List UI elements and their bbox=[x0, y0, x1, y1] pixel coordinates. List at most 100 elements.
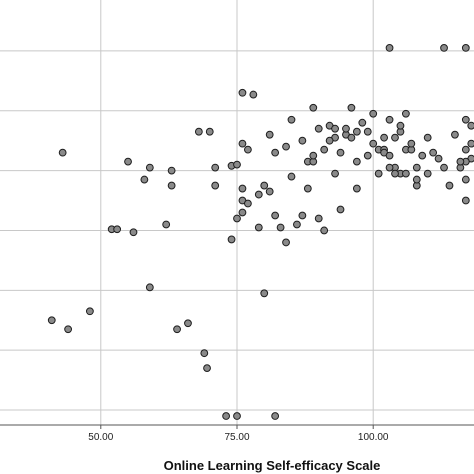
data-point-66 bbox=[331, 169, 339, 178]
data-point-49 bbox=[282, 238, 290, 247]
data-point-107 bbox=[467, 121, 474, 130]
data-point-89 bbox=[396, 121, 405, 130]
data-point-12 bbox=[124, 157, 132, 166]
data-point-83 bbox=[385, 115, 394, 124]
data-point-52 bbox=[287, 172, 296, 181]
gridlines bbox=[0, 0, 474, 425]
data-point-23 bbox=[200, 349, 209, 358]
data-point-13 bbox=[140, 175, 149, 184]
data-point-7 bbox=[64, 325, 73, 334]
data-point-62 bbox=[314, 124, 323, 133]
data-point-113 bbox=[456, 157, 465, 166]
data-point-111 bbox=[461, 175, 470, 184]
data-point-0 bbox=[385, 43, 394, 52]
data-point-77 bbox=[369, 109, 378, 118]
data-point-103 bbox=[451, 130, 459, 139]
x-tick-label-0: 50.00 bbox=[88, 432, 113, 443]
data-point-121 bbox=[347, 133, 356, 142]
data-point-120 bbox=[347, 103, 356, 112]
data-point-122 bbox=[336, 148, 345, 157]
data-point-97 bbox=[418, 151, 427, 160]
data-point-39 bbox=[254, 190, 263, 199]
data-point-41 bbox=[260, 181, 269, 190]
data-point-21 bbox=[194, 127, 203, 136]
data-point-61 bbox=[314, 214, 323, 223]
data-point-78 bbox=[374, 169, 383, 178]
data-point-96 bbox=[412, 175, 421, 184]
x-tick-label-2: 100.00 bbox=[358, 432, 389, 443]
data-point-14 bbox=[145, 283, 154, 292]
data-point-1 bbox=[440, 43, 448, 52]
data-point-98 bbox=[423, 169, 432, 178]
data-point-36 bbox=[243, 199, 252, 208]
data-point-4 bbox=[249, 90, 258, 99]
data-point-100 bbox=[434, 154, 443, 163]
data-point-63 bbox=[320, 145, 329, 154]
data-point-10 bbox=[113, 225, 122, 234]
data-point-47 bbox=[271, 412, 280, 420]
data-point-26 bbox=[211, 181, 220, 190]
data-point-32 bbox=[233, 412, 241, 420]
data-point-38 bbox=[243, 145, 252, 154]
data-point-116 bbox=[391, 169, 399, 178]
data-point-8 bbox=[85, 307, 94, 316]
data-point-48 bbox=[276, 223, 285, 232]
data-point-101 bbox=[440, 163, 448, 172]
data-point-117 bbox=[385, 163, 394, 172]
data-point-27 bbox=[222, 412, 231, 420]
data-point-115 bbox=[412, 163, 421, 172]
data-point-51 bbox=[287, 115, 296, 124]
data-point-43 bbox=[265, 187, 274, 196]
data-point-85 bbox=[391, 133, 399, 142]
data-point-60 bbox=[309, 151, 318, 160]
data-point-44 bbox=[265, 130, 274, 139]
data-point-94 bbox=[407, 139, 416, 148]
data-point-29 bbox=[233, 160, 241, 169]
data-point-25 bbox=[211, 163, 220, 172]
data-point-80 bbox=[380, 133, 389, 142]
data-point-37 bbox=[238, 139, 247, 148]
data-point-50 bbox=[282, 142, 290, 151]
data-point-90 bbox=[401, 109, 410, 118]
data-point-19 bbox=[173, 325, 181, 334]
data-point-20 bbox=[184, 319, 192, 328]
data-point-73 bbox=[352, 184, 361, 193]
data-point-40 bbox=[254, 223, 263, 232]
data-point-18 bbox=[167, 166, 176, 175]
x-axis-title: Online Learning Self-efficacy Scale bbox=[164, 458, 381, 473]
data-point-106 bbox=[461, 115, 470, 124]
data-point-22 bbox=[205, 127, 214, 136]
data-point-118 bbox=[363, 151, 372, 160]
data-point-24 bbox=[203, 364, 211, 373]
data-point-58 bbox=[309, 103, 318, 112]
data-point-17 bbox=[167, 181, 176, 190]
data-point-42 bbox=[260, 289, 269, 298]
data-point-123 bbox=[325, 136, 334, 145]
data-points bbox=[47, 43, 474, 420]
data-point-55 bbox=[298, 136, 307, 145]
data-point-71 bbox=[342, 124, 350, 133]
data-point-64 bbox=[320, 226, 329, 235]
data-point-75 bbox=[363, 127, 372, 136]
x-tick-label-1: 75.00 bbox=[224, 432, 249, 443]
data-point-54 bbox=[298, 211, 307, 220]
data-point-34 bbox=[238, 208, 247, 217]
data-point-15 bbox=[145, 163, 154, 172]
data-point-16 bbox=[162, 220, 171, 229]
data-point-2 bbox=[461, 43, 470, 52]
data-point-112 bbox=[461, 196, 470, 205]
data-point-5 bbox=[58, 148, 67, 157]
data-point-114 bbox=[423, 133, 432, 142]
data-point-30 bbox=[227, 235, 236, 244]
data-point-11 bbox=[129, 228, 138, 237]
data-point-6 bbox=[47, 316, 56, 325]
data-point-53 bbox=[293, 220, 301, 229]
data-point-46 bbox=[271, 211, 280, 220]
data-point-67 bbox=[331, 124, 339, 133]
data-point-45 bbox=[271, 148, 280, 157]
data-point-35 bbox=[238, 184, 247, 193]
data-point-57 bbox=[303, 184, 312, 193]
data-point-99 bbox=[429, 148, 438, 157]
data-point-72 bbox=[352, 157, 361, 166]
data-point-84 bbox=[385, 151, 394, 160]
